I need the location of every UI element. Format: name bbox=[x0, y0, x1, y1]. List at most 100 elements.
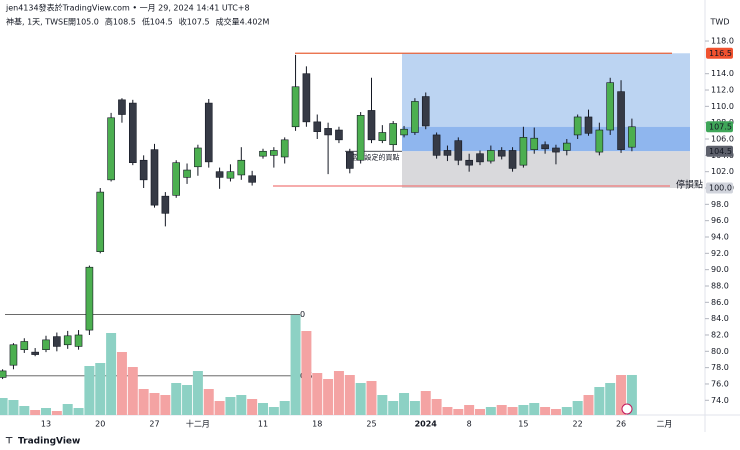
x-tick-label: 18 bbox=[312, 420, 322, 429]
volume-bar bbox=[192, 371, 203, 415]
volume-bar bbox=[550, 409, 561, 415]
candle-body bbox=[172, 162, 180, 196]
currency: TWD bbox=[710, 18, 730, 27]
candle-body bbox=[552, 147, 560, 153]
price-label: 100.0 bbox=[709, 184, 732, 193]
candle-body bbox=[118, 99, 126, 115]
x-tick-label: 26 bbox=[616, 420, 626, 429]
candle-body bbox=[53, 336, 61, 347]
y-tick-label: 78.0 bbox=[711, 363, 729, 372]
candle-body bbox=[432, 134, 441, 156]
volume-bar bbox=[171, 383, 182, 415]
candle-body bbox=[411, 101, 419, 133]
x-tick-label: 25 bbox=[366, 420, 376, 429]
y-tick-label: 74.0 bbox=[711, 396, 729, 405]
volume-bar bbox=[106, 333, 117, 415]
volume-bar bbox=[616, 375, 627, 415]
volume-bar bbox=[41, 408, 51, 415]
candle-body bbox=[345, 151, 354, 169]
volume-bar bbox=[377, 395, 388, 415]
header-info: 神基, 1天, TWSE bbox=[6, 17, 68, 27]
y-tick-label: 98.0 bbox=[711, 200, 729, 209]
y-tick-label: 94.0 bbox=[711, 232, 729, 241]
stop-label: 停損點 bbox=[676, 179, 703, 191]
y-tick-label: 102.0 bbox=[711, 167, 734, 176]
candle-body bbox=[421, 96, 430, 127]
header-info: 開105.0 bbox=[68, 18, 99, 27]
candle-body bbox=[0, 370, 7, 378]
y-tick-label: 80.0 bbox=[711, 347, 729, 356]
attribution: jen4134發表於TradingView.com • 一月 29, 2024 … bbox=[5, 3, 250, 13]
y-tick-label: 106.0 bbox=[711, 135, 734, 144]
candle-body bbox=[194, 147, 202, 168]
volume-bar bbox=[355, 383, 366, 415]
stop-zone bbox=[402, 151, 690, 189]
volume-bar bbox=[73, 408, 84, 415]
volume-bar bbox=[301, 331, 312, 415]
candle-body bbox=[150, 149, 159, 206]
candle-body bbox=[139, 159, 148, 181]
y-tick-label: 112.0 bbox=[711, 86, 734, 95]
volume-bar bbox=[214, 401, 225, 415]
volume-bar bbox=[182, 385, 193, 415]
volume-bar bbox=[116, 352, 127, 415]
volume-bar bbox=[399, 393, 410, 415]
candle-body bbox=[584, 116, 593, 134]
volume-bar bbox=[333, 371, 344, 415]
brand: TradingView bbox=[18, 437, 80, 447]
candle-body bbox=[31, 351, 39, 355]
plot: 74.0 76.0 78.0 80.0 82.0 84.0 86.0 88.0 90.0 92.0… bbox=[0, 37, 734, 415]
volume-bar bbox=[312, 373, 323, 415]
volume-bar bbox=[583, 395, 594, 415]
candle-body bbox=[454, 140, 463, 161]
candle-body bbox=[42, 339, 50, 350]
price-label-bg bbox=[706, 145, 733, 157]
volume-bar bbox=[366, 381, 377, 415]
volume-bar bbox=[594, 387, 605, 415]
candle-body bbox=[270, 150, 278, 156]
candle-body bbox=[226, 171, 235, 179]
candle-body bbox=[313, 121, 322, 132]
candle-body bbox=[280, 139, 289, 158]
entry-label: 當初設定的買點 bbox=[351, 152, 400, 161]
candle-body bbox=[573, 116, 582, 136]
candle-body bbox=[606, 82, 615, 131]
candle-body bbox=[237, 159, 246, 176]
candle-body bbox=[487, 150, 495, 162]
candle-body bbox=[367, 110, 376, 141]
volume-bar bbox=[626, 374, 637, 415]
candle-body bbox=[63, 335, 72, 346]
alert-icon bbox=[621, 403, 633, 415]
candle-body bbox=[617, 91, 625, 150]
volume-bar bbox=[0, 398, 8, 415]
x-tick-label: 2024 bbox=[415, 420, 438, 429]
candle-body bbox=[465, 159, 473, 166]
volume-bar bbox=[464, 405, 475, 415]
y-tick-label: 114.0 bbox=[711, 69, 734, 78]
candle-body bbox=[476, 153, 484, 163]
x-tick-label: 十二月 bbox=[186, 419, 210, 429]
volume-bar bbox=[84, 366, 95, 415]
volume-bar bbox=[485, 407, 496, 415]
volume-bar bbox=[518, 405, 529, 415]
volume-bar bbox=[323, 379, 334, 415]
volume-bar bbox=[605, 383, 616, 415]
volume-bar bbox=[431, 399, 442, 415]
header-info: 收107.5 bbox=[179, 17, 210, 27]
candle-body bbox=[183, 169, 191, 178]
price-label: 107.5 bbox=[709, 122, 732, 131]
candle-body bbox=[335, 129, 343, 141]
volume-bar bbox=[51, 411, 62, 415]
candle-body bbox=[497, 150, 506, 157]
y-tick-label: 110.0 bbox=[711, 102, 734, 111]
volume-bar bbox=[453, 409, 464, 415]
x-tick-label: 27 bbox=[149, 420, 159, 429]
x-tick-label: 11 bbox=[258, 420, 268, 429]
header-info: 高108.5 bbox=[105, 17, 136, 27]
candle-body bbox=[248, 175, 256, 183]
x-tick-label: 8 bbox=[467, 420, 472, 429]
y-tick-label: 90.0 bbox=[711, 265, 729, 274]
volume-bar bbox=[247, 399, 258, 415]
volume-bar bbox=[475, 409, 485, 415]
